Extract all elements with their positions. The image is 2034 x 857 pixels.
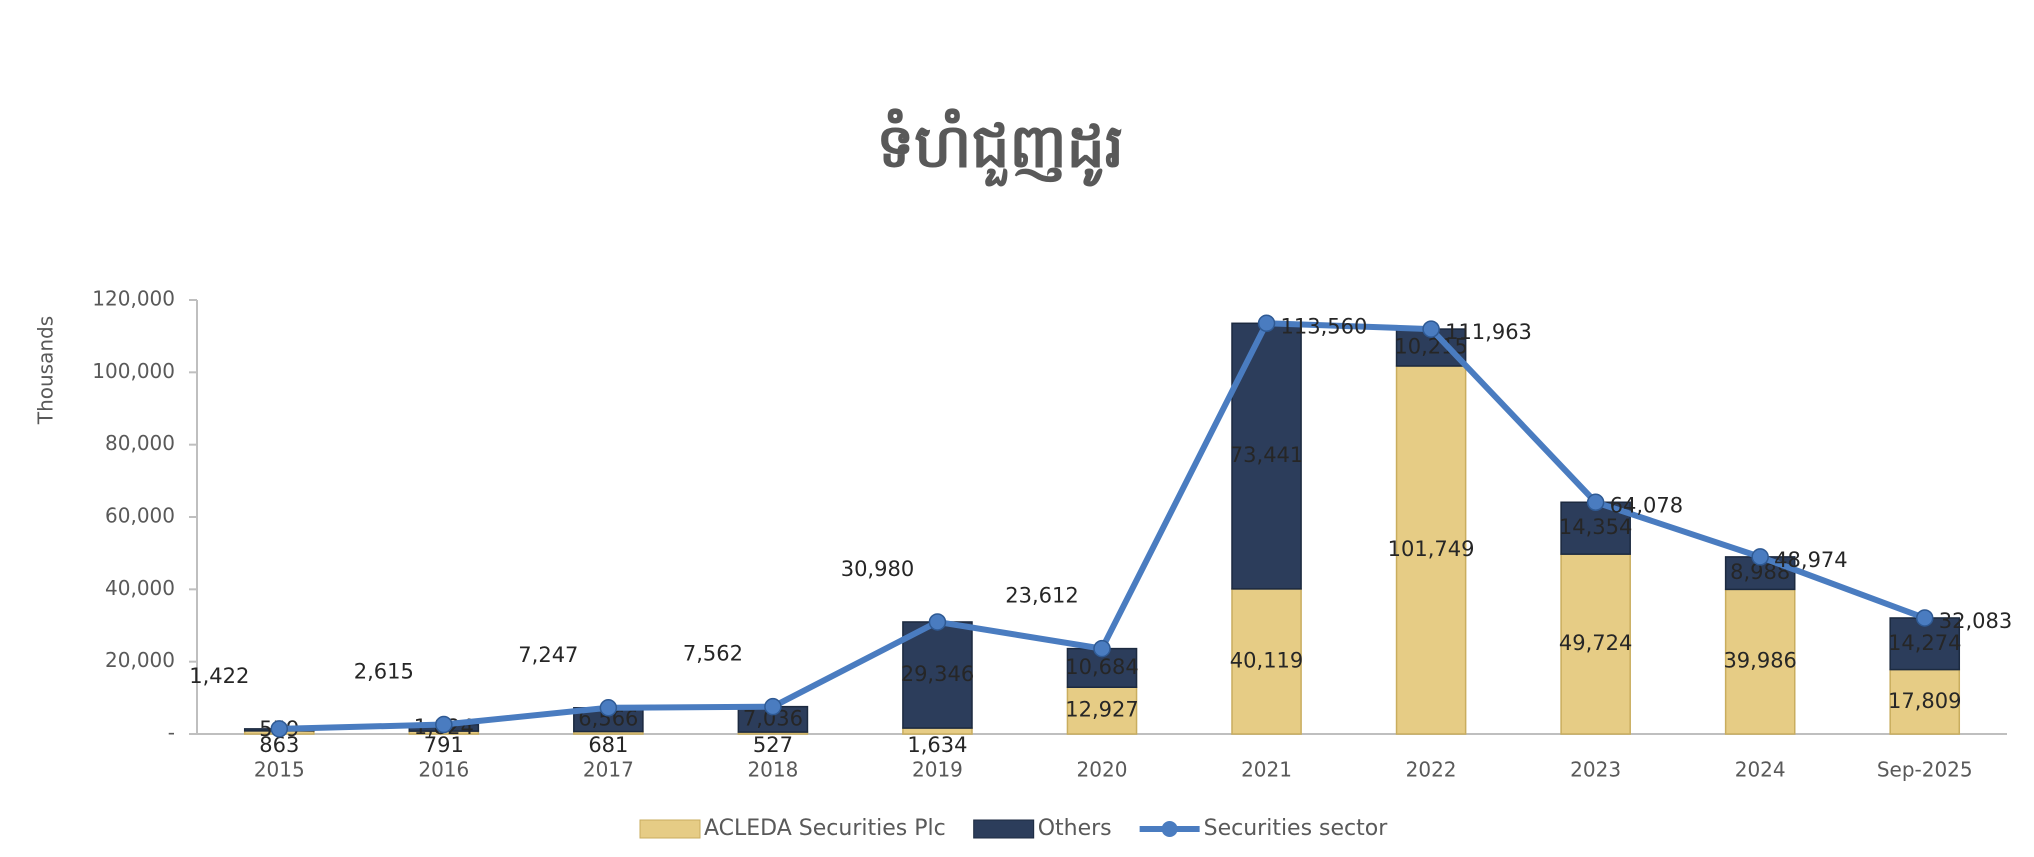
x-tick-label: 2020 bbox=[1077, 758, 1128, 782]
bar-value-label: 39,986 bbox=[1723, 649, 1796, 673]
line-marker bbox=[1751, 548, 1769, 566]
line-value-label: 23,612 bbox=[1005, 584, 1078, 608]
bar bbox=[902, 621, 973, 729]
y-tick-label: 40,000 bbox=[105, 576, 175, 600]
line-marker bbox=[1422, 320, 1440, 338]
y-tick-label: 20,000 bbox=[105, 648, 175, 672]
line-value-label: 2,615 bbox=[354, 660, 414, 684]
line-value-label: 113,560 bbox=[1281, 314, 1368, 338]
line-value-label: 1,422 bbox=[189, 664, 249, 688]
legend-label: Others bbox=[1038, 816, 1112, 841]
line-marker bbox=[928, 613, 947, 631]
bar bbox=[1560, 553, 1631, 735]
bar-value-label: 791 bbox=[424, 733, 464, 757]
bar-value-label: 1,634 bbox=[907, 733, 967, 757]
bar-value-label: 527 bbox=[753, 733, 793, 757]
bar-value-label: 29,346 bbox=[901, 662, 974, 686]
line-marker bbox=[1257, 314, 1276, 333]
bar-value-label: 101,749 bbox=[1388, 537, 1475, 561]
bar-value-label: 17,809 bbox=[1888, 689, 1961, 713]
bar-value-label: 14,274 bbox=[1888, 631, 1961, 655]
bar bbox=[1724, 588, 1796, 735]
legend-swatch bbox=[639, 819, 701, 839]
line-marker bbox=[599, 699, 618, 717]
x-tick-label: 2015 bbox=[254, 758, 305, 782]
bar-value-label: 681 bbox=[588, 733, 628, 757]
line-marker bbox=[270, 720, 289, 738]
line-marker bbox=[1915, 609, 1934, 627]
legend-swatch bbox=[1161, 821, 1178, 837]
line-marker bbox=[764, 697, 782, 716]
chart-title: ទំហំជួញដូរ bbox=[876, 108, 1124, 187]
y-tick-label: 80,000 bbox=[105, 431, 175, 455]
line-value-label: 48,974 bbox=[1774, 548, 1847, 572]
bar-value-label: 14,354 bbox=[1559, 515, 1632, 539]
bar bbox=[1889, 668, 1961, 735]
bar-value-label: 40,119 bbox=[1230, 648, 1303, 672]
x-tick-label: Sep-2025 bbox=[1877, 758, 1973, 782]
line-value-label: 64,078 bbox=[1610, 493, 1683, 517]
bar bbox=[1066, 686, 1138, 735]
bar-value-label: 10,684 bbox=[1065, 655, 1138, 679]
bar bbox=[1395, 365, 1467, 735]
line-marker bbox=[1586, 493, 1605, 512]
x-tick-label: 2022 bbox=[1406, 758, 1457, 782]
y-tick-label: - bbox=[168, 721, 175, 745]
y-tick-label: 120,000 bbox=[92, 287, 175, 311]
line-marker bbox=[435, 715, 453, 734]
y-tick-label: 100,000 bbox=[92, 359, 175, 383]
line-value-label: 7,562 bbox=[683, 642, 743, 666]
bar-value-label: 12,927 bbox=[1065, 698, 1138, 722]
line-value-label: 32,083 bbox=[1939, 609, 2012, 633]
x-tick-label: 2018 bbox=[747, 758, 798, 782]
bar-value-label: 49,724 bbox=[1559, 631, 1632, 655]
legend-label: ACLEDA Securities Plc bbox=[704, 816, 946, 841]
line-marker bbox=[1093, 639, 1111, 658]
y-tick-label: 60,000 bbox=[105, 504, 175, 528]
x-tick-label: 2023 bbox=[1570, 758, 1621, 782]
x-tick-label: 2017 bbox=[583, 758, 634, 782]
x-tick-label: 2021 bbox=[1241, 758, 1292, 782]
x-tick-label: 2019 bbox=[912, 758, 963, 782]
line-value-label: 30,980 bbox=[841, 557, 914, 581]
bar bbox=[1231, 588, 1302, 735]
line-value-label: 7,247 bbox=[518, 643, 578, 667]
legend-label: Securities sector bbox=[1204, 816, 1389, 841]
x-tick-label: 2016 bbox=[418, 758, 469, 782]
x-tick-label: 2024 bbox=[1735, 758, 1786, 782]
legend-swatch bbox=[973, 819, 1035, 839]
line-value-label: 111,963 bbox=[1445, 320, 1532, 344]
y-axis-label: Thousands bbox=[34, 316, 58, 425]
bar-value-label: 73,441 bbox=[1230, 443, 1303, 467]
